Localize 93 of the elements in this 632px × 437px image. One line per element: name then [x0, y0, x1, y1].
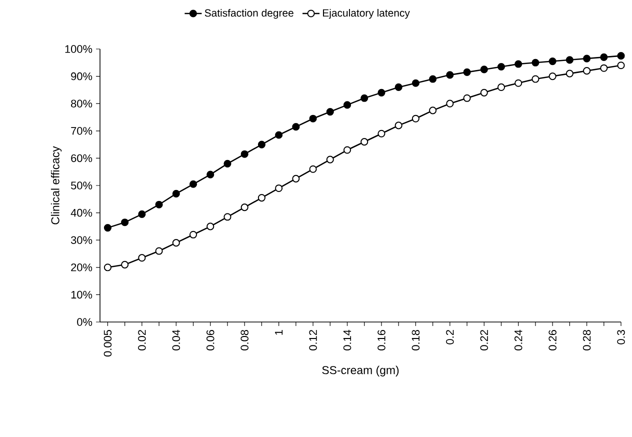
point	[292, 123, 300, 131]
point	[583, 67, 591, 75]
x-tick-label: 1	[275, 330, 283, 335]
point	[429, 106, 437, 114]
point	[224, 213, 232, 221]
point	[429, 75, 437, 83]
x-tick-label: 0.005	[104, 330, 112, 357]
legend-label: Ejaculatory latency	[323, 8, 410, 19]
x-tick-label: 0.14	[343, 330, 352, 350]
point	[172, 190, 180, 198]
point	[138, 210, 146, 218]
y-tick-label: 0%	[77, 318, 92, 326]
point	[412, 114, 420, 122]
x-tick-label: 0.24	[514, 330, 522, 350]
point	[360, 138, 368, 146]
point	[583, 54, 591, 62]
x-tick-label: 0.2	[446, 330, 454, 344]
x-axis-title: SS-cream (gm)	[322, 366, 399, 376]
y-tick-label: 70%	[71, 127, 92, 135]
point	[155, 247, 163, 255]
point	[548, 57, 556, 66]
point	[446, 100, 454, 108]
point	[532, 75, 540, 83]
point	[275, 131, 283, 139]
point	[224, 160, 232, 168]
y-tick-label: 10%	[71, 290, 92, 299]
point	[360, 94, 368, 102]
point	[206, 222, 214, 230]
point	[121, 260, 129, 268]
point	[378, 88, 386, 96]
point	[309, 114, 317, 122]
point	[104, 264, 112, 272]
point	[600, 53, 608, 61]
y-tick-label: 50%	[71, 182, 92, 190]
x-tick-label: 0.08	[240, 330, 248, 350]
point	[206, 170, 214, 178]
point	[326, 108, 334, 116]
point	[480, 88, 488, 96]
x-tick-label: 0.26	[548, 330, 556, 350]
point	[514, 79, 522, 87]
point	[292, 174, 300, 182]
y-tick-label: 20%	[71, 264, 92, 272]
point	[155, 200, 163, 208]
point	[497, 83, 506, 92]
x-tick-label: 0.06	[206, 330, 214, 350]
point	[189, 230, 198, 238]
point	[343, 146, 352, 154]
point	[378, 130, 386, 138]
point	[138, 254, 146, 262]
x-tick-label: 0.28	[582, 330, 591, 350]
point	[617, 52, 625, 60]
point	[566, 56, 574, 64]
x-tick-label: 0.3	[617, 330, 625, 344]
point	[275, 184, 283, 192]
x-tick-label: 0.04	[172, 330, 180, 350]
legend-label: Satisfaction degree	[204, 8, 294, 19]
y-tick-label: 60%	[71, 154, 92, 162]
y-tick-label: 30%	[70, 236, 92, 244]
point	[172, 239, 180, 247]
y-axis-title: Clinical efficacy	[50, 146, 62, 224]
point	[600, 64, 608, 72]
point	[463, 94, 471, 102]
y-tick-label: 100%	[65, 45, 92, 53]
point	[480, 66, 488, 74]
point	[258, 140, 266, 148]
point	[532, 58, 540, 66]
point	[394, 83, 402, 92]
point	[617, 62, 625, 70]
point	[326, 156, 334, 164]
point	[514, 60, 522, 68]
point	[240, 150, 248, 158]
point	[258, 194, 266, 202]
point	[497, 62, 506, 71]
x-tick-label: 0.02	[138, 330, 146, 350]
point	[309, 165, 317, 173]
point	[121, 218, 129, 226]
point	[548, 72, 556, 80]
x-tick-label: 0.12	[309, 330, 317, 350]
point	[189, 180, 198, 188]
point	[240, 204, 248, 212]
x-tick-label: 0.22	[480, 330, 488, 350]
x-tick-label: 0.16	[378, 330, 386, 350]
point	[343, 101, 352, 109]
y-tick-label: 80%	[71, 100, 92, 108]
y-tick-label: 90%	[71, 72, 92, 80]
point	[394, 122, 402, 130]
point	[412, 79, 420, 87]
x-tick-label: 0.18	[412, 330, 420, 350]
y-tick-label: 40%	[70, 208, 92, 217]
point	[446, 71, 454, 79]
point	[104, 224, 112, 232]
point	[566, 70, 574, 78]
point	[463, 68, 471, 76]
